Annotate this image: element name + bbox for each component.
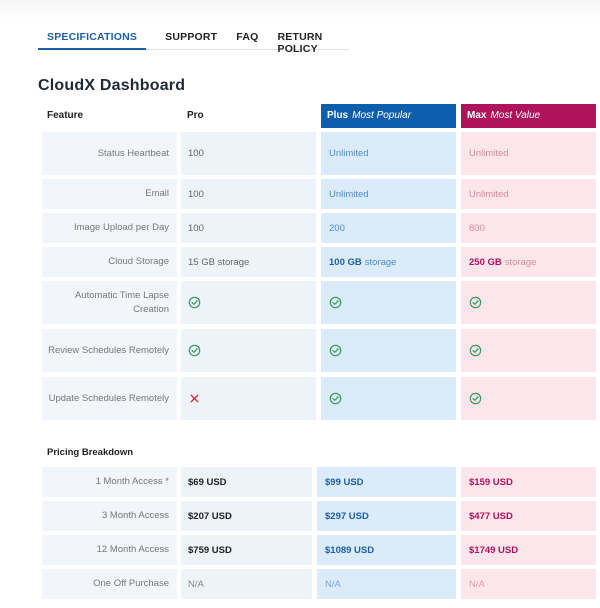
plus-storage-unit: storage (364, 256, 397, 268)
pro-value: 100 (181, 132, 316, 175)
plus-storage-amount: 100 GB (329, 256, 362, 268)
plus-plan-name: Plus (327, 110, 349, 121)
check-circle-icon (469, 392, 482, 405)
plus-value: Unlimited (321, 179, 456, 209)
plus-value: Unlimited (321, 132, 456, 175)
tab-support[interactable]: SUPPORT (165, 31, 218, 43)
check-circle-icon (329, 296, 342, 309)
plus-value (321, 329, 456, 372)
max-storage-amount: 250 GB (469, 256, 502, 268)
max-storage-unit: storage (504, 256, 537, 268)
feature-label: Cloud Storage (42, 247, 177, 277)
max-value: Unlimited (461, 132, 596, 175)
max-column-header: Max Most Value (461, 104, 596, 128)
tab-return-policy[interactable]: RETURN POLICY (277, 31, 323, 55)
plus-value: 200 (321, 213, 456, 243)
max-value: Unlimited (461, 179, 596, 209)
feature-label: Email (42, 179, 177, 209)
plus-value: 100 GB storage (321, 247, 456, 277)
plus-plan-tag: Most Popular (352, 110, 412, 121)
check-circle-icon (188, 296, 201, 309)
check-circle-icon (329, 392, 342, 405)
plus-price: $297 USD (317, 501, 456, 531)
pro-value (181, 329, 316, 372)
pro-price: $207 USD (181, 501, 312, 531)
pricing-label: 1 Month Access * (42, 467, 177, 497)
max-price: N/A (461, 569, 596, 599)
pricing-label: 12 Month Access (42, 535, 177, 565)
max-price: $1749 USD (461, 535, 596, 565)
pro-value: 15 GB storage (181, 247, 316, 277)
feature-label: Image Upload per Day (42, 213, 177, 243)
tab-bar: SPECIFICATIONS SUPPORT FAQ RETURN POLICY (38, 30, 349, 55)
feature-column-header: Feature (47, 110, 84, 121)
check-circle-icon (469, 296, 482, 309)
check-circle-icon (469, 344, 482, 357)
top-band (0, 0, 600, 20)
pro-price: $759 USD (181, 535, 312, 565)
max-plan-tag: Most Value (490, 110, 541, 121)
max-value: 800 (461, 213, 596, 243)
max-price: $477 USD (461, 501, 596, 531)
pro-value (181, 281, 316, 324)
tab-specifications[interactable]: SPECIFICATIONS (38, 30, 147, 50)
pricing-label: One Off Purchase (42, 569, 177, 599)
plus-price: N/A (317, 569, 456, 599)
cross-icon (190, 394, 199, 403)
plus-price: $99 USD (317, 467, 456, 497)
tab-faq[interactable]: FAQ (236, 31, 259, 43)
pricing-label: 3 Month Access (42, 501, 177, 531)
max-plan-name: Max (467, 110, 487, 121)
feature-label: Update Schedules Remotely (42, 377, 177, 420)
max-value (461, 281, 596, 324)
pro-column-header: Pro (187, 110, 204, 121)
feature-label: Automatic Time Lapse Creation (42, 281, 177, 324)
pro-value: 100 (181, 179, 316, 209)
feature-label: Review Schedules Remotely (42, 329, 177, 372)
page-title: CloudX Dashboard (38, 77, 186, 94)
max-price: $159 USD (461, 467, 596, 497)
max-value (461, 329, 596, 372)
check-circle-icon (188, 344, 201, 357)
plus-value (321, 281, 456, 324)
plus-column-header: Plus Most Popular (321, 104, 456, 128)
max-value (461, 377, 596, 420)
pro-value (181, 377, 316, 420)
max-value: 250 GB storage (461, 247, 596, 277)
pro-value: 100 (181, 213, 316, 243)
plus-value (321, 377, 456, 420)
plus-price: $1089 USD (317, 535, 456, 565)
feature-label: Status Heartbeat (42, 132, 177, 175)
pro-price: N/A (181, 569, 312, 599)
check-circle-icon (329, 344, 342, 357)
pro-price: $69 USD (181, 467, 312, 497)
pricing-breakdown-heading: Pricing Breakdown (47, 447, 134, 458)
